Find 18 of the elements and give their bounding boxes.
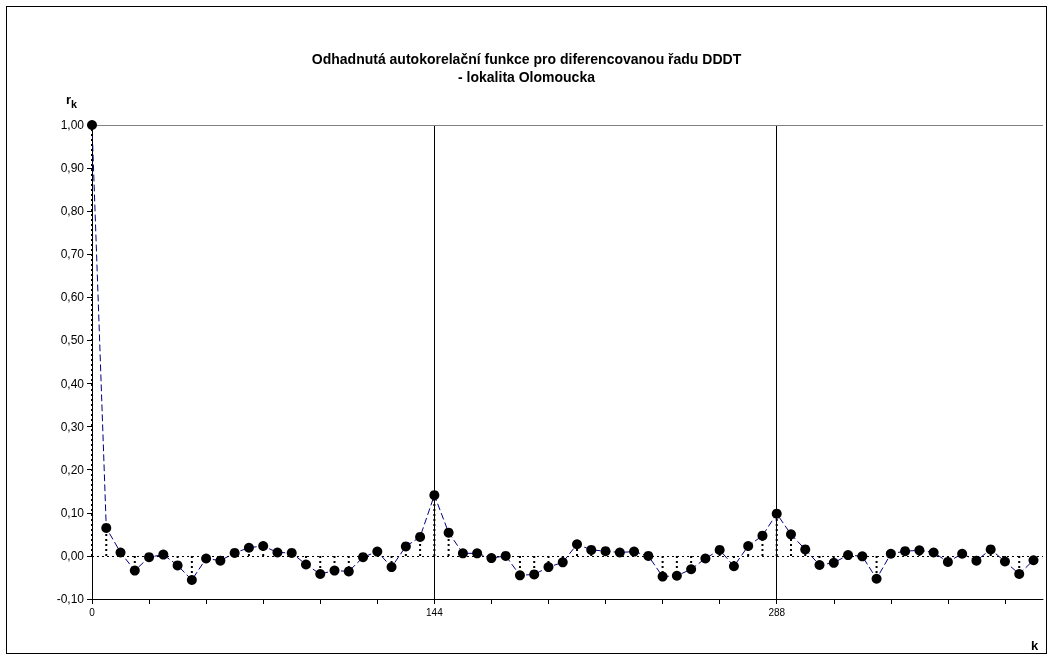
y-tick-label: 0,30	[60, 419, 85, 434]
y-tick-label: 0,60	[60, 290, 85, 305]
y-tick-label: 0,50	[60, 333, 85, 348]
y-axis-title: r$_{k}$	[66, 92, 78, 110]
y-tick-label: 0,90	[60, 161, 85, 176]
y-tick-label: 0,00	[60, 548, 85, 563]
y-tick-label: 0,10	[60, 505, 85, 520]
y-tick-label: 1,00	[60, 118, 85, 132]
x-tick-label: 144	[426, 606, 444, 618]
y-tick-label: 0,70	[60, 247, 85, 262]
y-tick-label: -0,10	[56, 592, 85, 606]
x-tick-label: 288	[768, 606, 786, 618]
x-axis-title: k	[1031, 638, 1039, 653]
y-tick-label: 0,80	[60, 204, 85, 219]
y-tick-label: 0,40	[60, 376, 85, 391]
x-tick-label: 0	[89, 606, 96, 618]
y-tick-label: 0,20	[60, 462, 85, 477]
chart-title: Odhadnutá autokorelační funkce pro diferencovanou řadu DDDT - lokalita Olomoucka	[311, 51, 742, 85]
